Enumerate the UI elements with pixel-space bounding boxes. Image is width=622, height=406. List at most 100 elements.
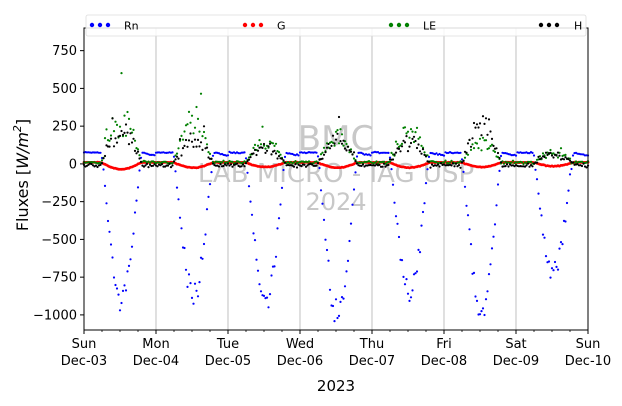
point-le <box>489 145 492 148</box>
point-le <box>415 126 419 129</box>
legend-marker-le <box>404 22 410 28</box>
point-h <box>402 139 405 142</box>
point-h <box>111 117 114 120</box>
point-rn <box>417 248 420 251</box>
point-rn <box>355 155 359 158</box>
point-h <box>334 138 338 141</box>
point-le <box>198 130 201 133</box>
watermark: BMC LAB MICRO - IAG USP 2024 <box>198 119 474 216</box>
point-h <box>118 134 122 137</box>
point-rn <box>184 268 188 271</box>
point-h <box>331 134 335 137</box>
point-rn <box>115 287 119 290</box>
point-h <box>99 163 102 166</box>
point-h <box>471 137 474 140</box>
point-rn <box>538 207 542 210</box>
point-le <box>118 125 122 128</box>
point-le <box>103 137 107 140</box>
point-rn <box>319 189 323 192</box>
point-le <box>231 160 234 163</box>
point-le <box>585 161 588 164</box>
point-rn <box>391 183 395 186</box>
point-h <box>453 165 456 168</box>
point-h <box>280 157 284 160</box>
point-le <box>339 128 342 131</box>
point-rn <box>121 289 125 292</box>
point-le <box>138 154 141 157</box>
point-rn <box>496 183 500 186</box>
point-rn <box>351 203 354 206</box>
point-rn <box>189 282 192 285</box>
point-h <box>564 156 567 159</box>
point-rn <box>99 151 102 154</box>
point-h <box>451 162 455 165</box>
point-h <box>387 163 390 166</box>
point-le <box>258 139 261 142</box>
point-rn <box>127 264 131 267</box>
point-le <box>352 157 356 160</box>
point-h <box>189 132 192 135</box>
point-h <box>465 151 468 154</box>
point-rn <box>486 290 489 293</box>
point-le <box>262 144 266 147</box>
point-h <box>496 151 500 155</box>
point-h <box>460 161 464 164</box>
series-h <box>82 115 590 169</box>
point-rn <box>549 276 552 279</box>
point-h <box>166 164 170 167</box>
point-le <box>340 133 344 136</box>
point-le <box>171 162 174 165</box>
point-le <box>201 135 204 138</box>
point-h <box>241 163 245 166</box>
legend-marker-le <box>388 22 394 28</box>
point-h <box>265 149 269 152</box>
data-points <box>82 72 590 323</box>
point-h <box>412 135 416 138</box>
point-rn <box>414 272 417 275</box>
point-rn <box>418 251 422 254</box>
point-h <box>430 163 434 166</box>
point-le <box>261 125 264 128</box>
point-le <box>205 143 209 146</box>
point-h <box>498 156 501 160</box>
point-h <box>126 131 129 134</box>
point-h <box>219 163 222 166</box>
point-h <box>531 165 534 168</box>
point-le <box>477 147 480 150</box>
point-h <box>136 150 140 153</box>
point-rn <box>409 296 413 299</box>
point-le <box>408 136 411 139</box>
point-h <box>175 155 179 158</box>
point-rn <box>402 275 405 278</box>
point-h <box>327 142 330 146</box>
point-le <box>420 144 423 147</box>
point-h <box>144 164 147 167</box>
point-h <box>199 141 203 144</box>
point-rn <box>462 170 465 173</box>
point-rn <box>274 255 278 258</box>
point-h <box>133 149 137 152</box>
point-rn <box>180 227 183 230</box>
point-rn <box>354 171 357 174</box>
point-h <box>562 158 566 161</box>
point-le <box>204 137 207 140</box>
point-rn <box>187 273 191 276</box>
point-h <box>492 144 495 147</box>
point-le <box>405 132 408 135</box>
point-rn <box>568 173 572 176</box>
point-le <box>406 130 410 133</box>
point-h <box>310 163 314 166</box>
point-le <box>178 139 182 142</box>
point-h <box>87 163 90 166</box>
point-le <box>510 161 513 164</box>
point-le <box>115 123 119 126</box>
y-tick-label: 500 <box>52 82 77 97</box>
point-h <box>360 164 363 167</box>
point-le <box>394 140 398 143</box>
point-h <box>351 153 354 156</box>
point-rn <box>174 170 177 173</box>
point-le <box>478 137 482 140</box>
point-le <box>181 138 185 141</box>
point-rn <box>193 282 197 285</box>
